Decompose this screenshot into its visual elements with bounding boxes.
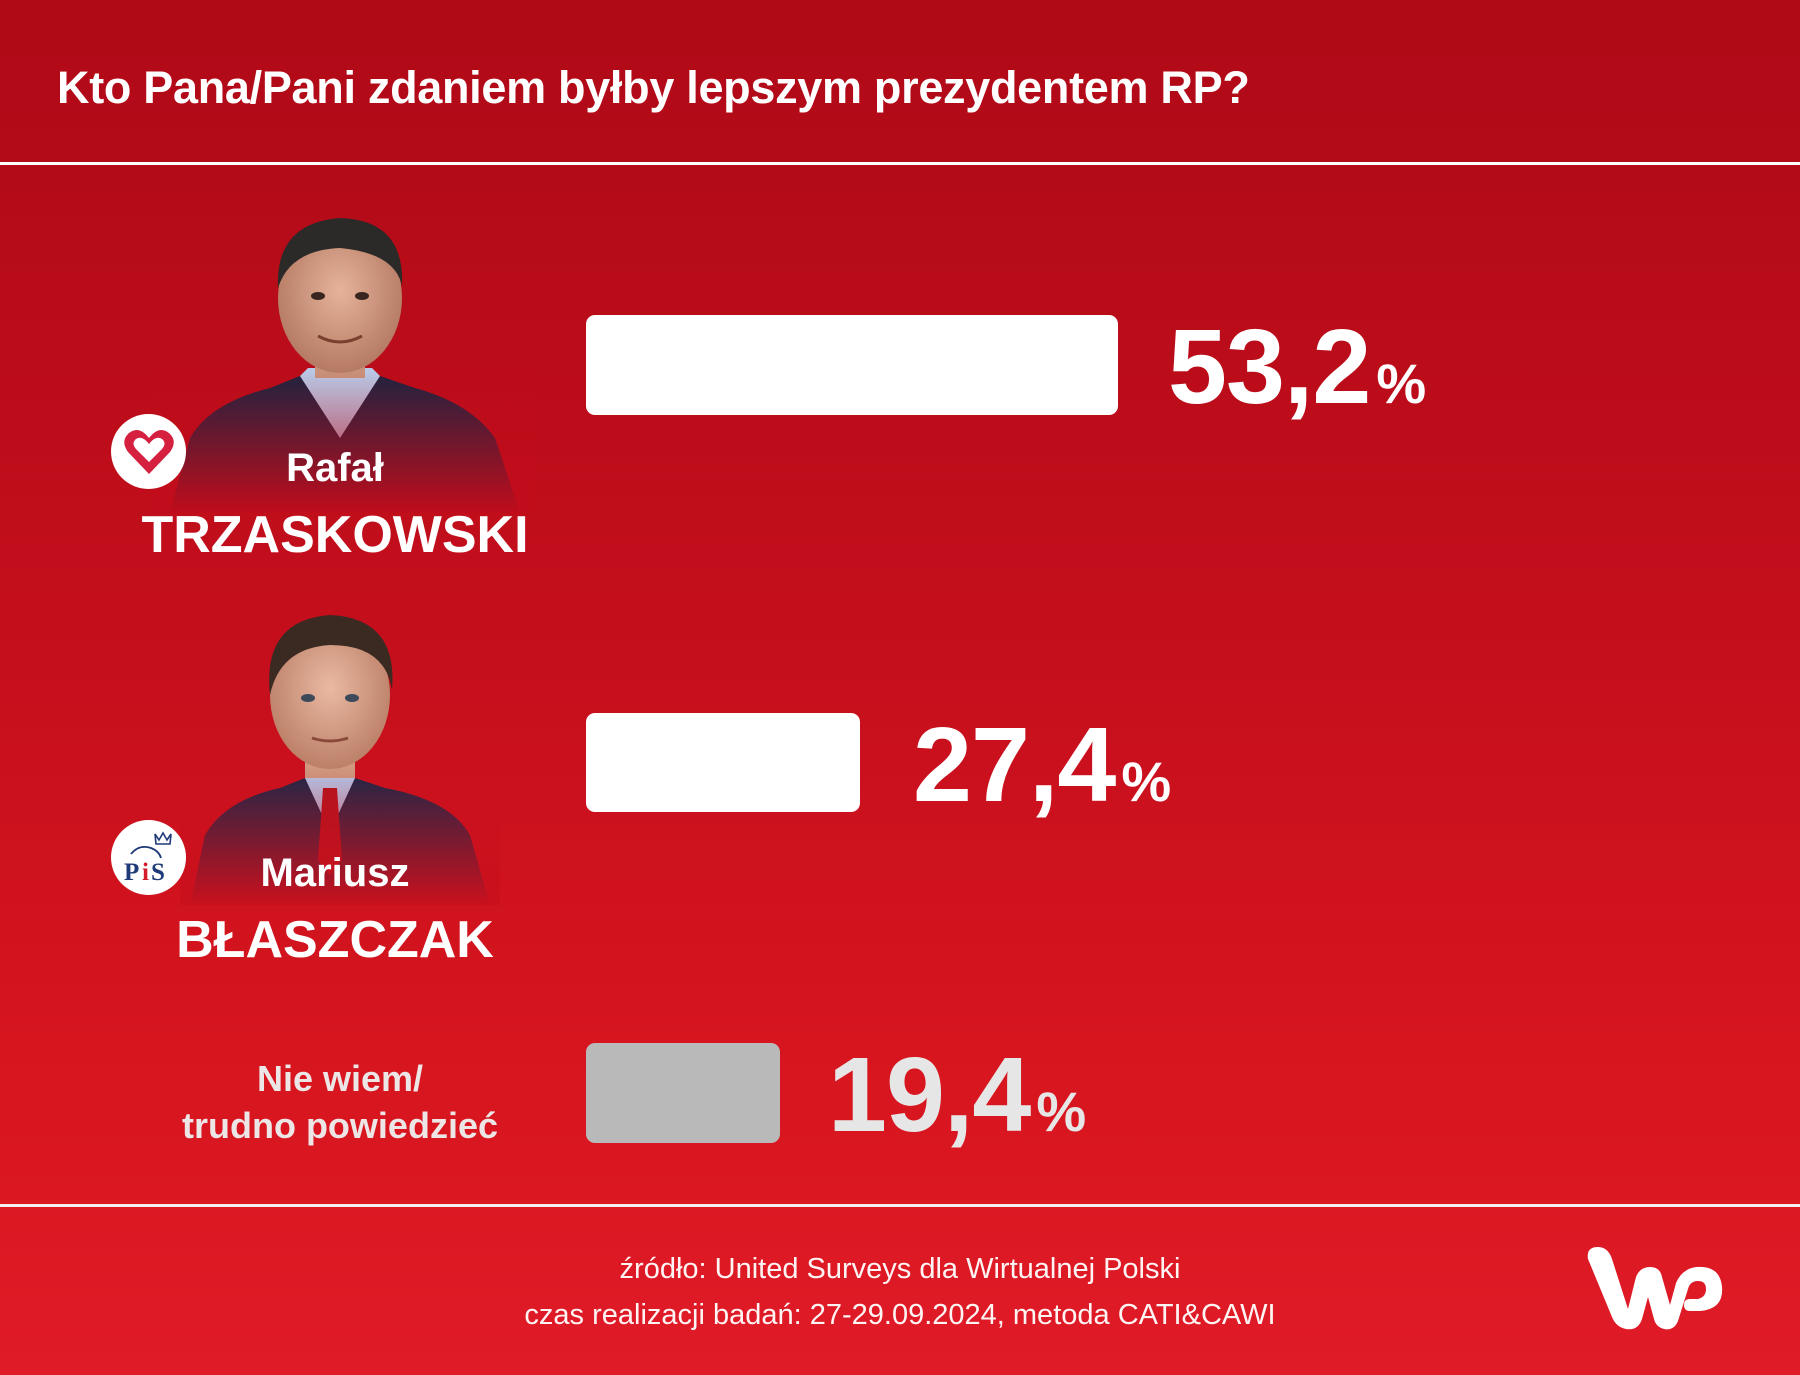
value-number: 19,4 xyxy=(828,1036,1031,1154)
bar-other xyxy=(586,1043,780,1143)
value-number: 27,4 xyxy=(913,706,1116,824)
footer-details: czas realizacji badań: 27-29.09.2024, me… xyxy=(524,1299,1276,1331)
pis-logo-icon: P i S xyxy=(124,830,172,886)
candidate-photo-trzaskowski xyxy=(150,198,535,513)
heart-icon xyxy=(123,429,174,474)
bar-trzaskowski xyxy=(586,315,1118,415)
svg-text:P: P xyxy=(124,859,139,886)
svg-text:S: S xyxy=(151,859,165,886)
value-other: 19,4% xyxy=(828,1042,1086,1148)
candidate-photo-blaszczak xyxy=(180,600,500,905)
value-number: 53,2 xyxy=(1168,308,1371,426)
candidate-last-name: BŁASZCZAK xyxy=(176,911,494,969)
footer-divider xyxy=(0,1204,1800,1207)
percent-sign: % xyxy=(1036,1080,1087,1143)
candidate-last-name: TRZASKOWSKI xyxy=(141,506,529,564)
other-label: Nie wiem/ trudno powiedzieć xyxy=(160,1055,520,1149)
other-label-line1: Nie wiem/ xyxy=(256,1058,424,1099)
party-badge-ko xyxy=(111,414,186,489)
wp-logo-icon xyxy=(1578,1243,1724,1338)
candidate-first-name: Mariusz xyxy=(260,851,410,895)
party-badge-pis: P i S xyxy=(111,820,186,895)
header-divider xyxy=(0,162,1800,165)
percent-sign: % xyxy=(1121,750,1172,813)
svg-text:i: i xyxy=(142,859,149,886)
bar-blaszczak xyxy=(586,713,860,812)
chart-title: Kto Pana/Pani zdaniem byłby lepszym prez… xyxy=(57,62,1250,113)
candidate-first-name: Rafał xyxy=(286,446,384,490)
other-label-line2: trudno powiedzieć xyxy=(181,1105,498,1146)
value-blaszczak: 27,4% xyxy=(913,712,1171,818)
footer-source: źródło: United Surveys dla Wirtualnej Po… xyxy=(619,1253,1181,1285)
value-trzaskowski: 53,2% xyxy=(1168,314,1426,420)
percent-sign: % xyxy=(1376,352,1427,415)
